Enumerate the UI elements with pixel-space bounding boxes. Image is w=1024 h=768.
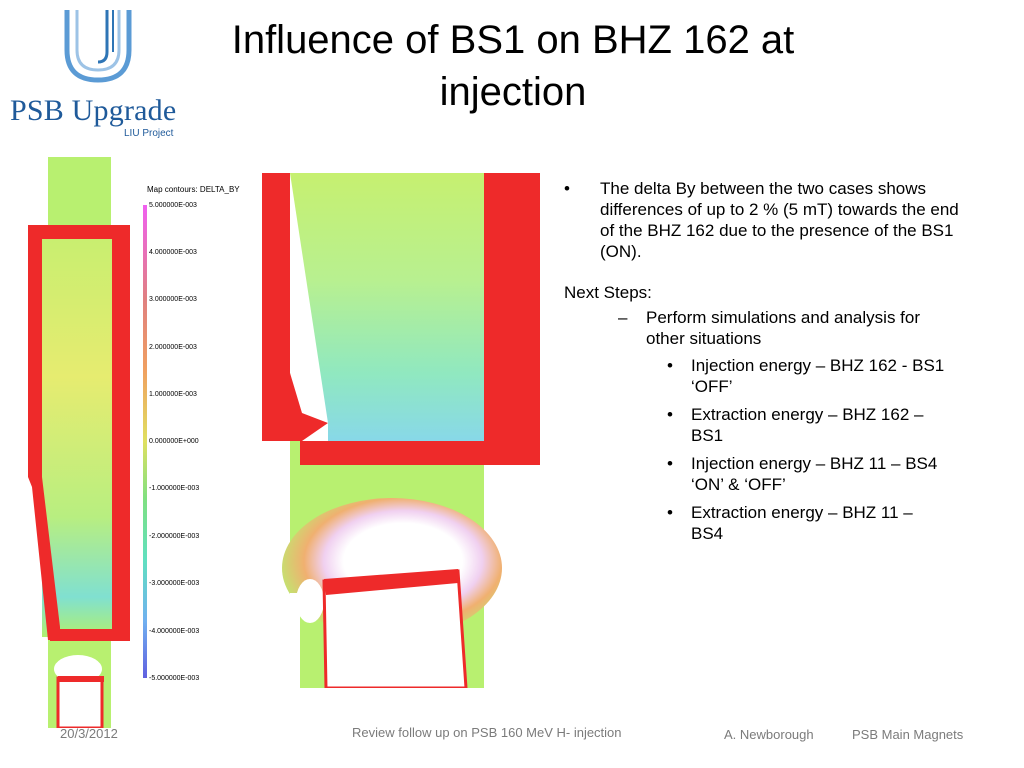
bullet-item-text: Injection energy – BHZ 11 – BS4 ‘ON’ & ‘… [691, 454, 938, 494]
legend-value: 4.000000E-003 [149, 249, 197, 256]
bullet-marker: • [564, 179, 570, 198]
bullet-marker: • [667, 503, 673, 522]
legend-value: 1.000000E-003 [149, 391, 197, 398]
legend-value: -5.000000E-003 [149, 675, 200, 682]
left-field-map [28, 157, 130, 728]
legend-value: -1.000000E-003 [149, 485, 200, 492]
dash-marker: – [618, 308, 628, 327]
bullet-content: • The delta By between the two cases sho… [560, 178, 960, 551]
bullet-item: • Injection energy – BHZ 162 - BS1 ‘OFF’ [560, 355, 949, 397]
bullet-item: • Injection energy – BHZ 11 – BS4 ‘ON’ &… [560, 453, 949, 495]
bullet-sub-text: Perform simulations and analysis for oth… [646, 308, 921, 348]
bullet-marker: • [667, 405, 673, 424]
legend-value: -4.000000E-003 [149, 628, 200, 635]
legend-value: 0.000000E+000 [149, 438, 199, 445]
footer-date: 20/3/2012 [60, 726, 118, 741]
psb-upgrade-logo: PSB Upgrade LIU Project [8, 8, 183, 139]
bullet-item: • Extraction energy – BHZ 162 – BS1 [560, 404, 949, 446]
bullet-marker: • [667, 356, 673, 375]
bullet-item-text: Extraction energy – BHZ 11 – BS4 [691, 503, 913, 543]
footer-center-text: Review follow up on PSB 160 MeV H- injec… [352, 725, 622, 740]
bullet-marker: • [667, 454, 673, 473]
logo-name: PSB Upgrade [10, 94, 177, 127]
legend-value: 5.000000E-003 [149, 202, 197, 209]
bullet-sub: – Perform simulations and analysis for o… [560, 307, 956, 349]
u-logo-icon [64, 10, 132, 83]
slide-title: Influence of BS1 on BHZ 162 at injection [231, 18, 795, 114]
legend-value: -2.000000E-003 [149, 533, 200, 540]
footer-group: PSB Main Magnets [852, 727, 964, 742]
logo-subtitle: LIU Project [124, 128, 174, 139]
contour-legend: Map contours: DELTA_BY 5.000000E-003 4.0… [140, 185, 255, 690]
bullet-item-text: Extraction energy – BHZ 162 – BS1 [691, 405, 924, 445]
legend-value: 2.000000E-003 [149, 344, 197, 351]
bullet-main: • The delta By between the two cases sho… [560, 178, 960, 262]
bullet-main-text: The delta By between the two cases shows… [600, 179, 959, 261]
bullet-item-text: Injection energy – BHZ 162 - BS1 ‘OFF’ [691, 356, 945, 396]
right-field-map [262, 173, 540, 688]
legend-color-bar [143, 205, 147, 678]
bullet-item: • Extraction energy – BHZ 11 – BS4 [560, 502, 949, 544]
legend-value: 3.000000E-003 [149, 296, 197, 303]
footer-author: A. Newborough [724, 727, 814, 742]
legend-value: -3.000000E-003 [149, 580, 200, 587]
legend-title: Map contours: DELTA_BY [147, 185, 240, 194]
next-steps-label: Next Steps: [564, 283, 652, 302]
